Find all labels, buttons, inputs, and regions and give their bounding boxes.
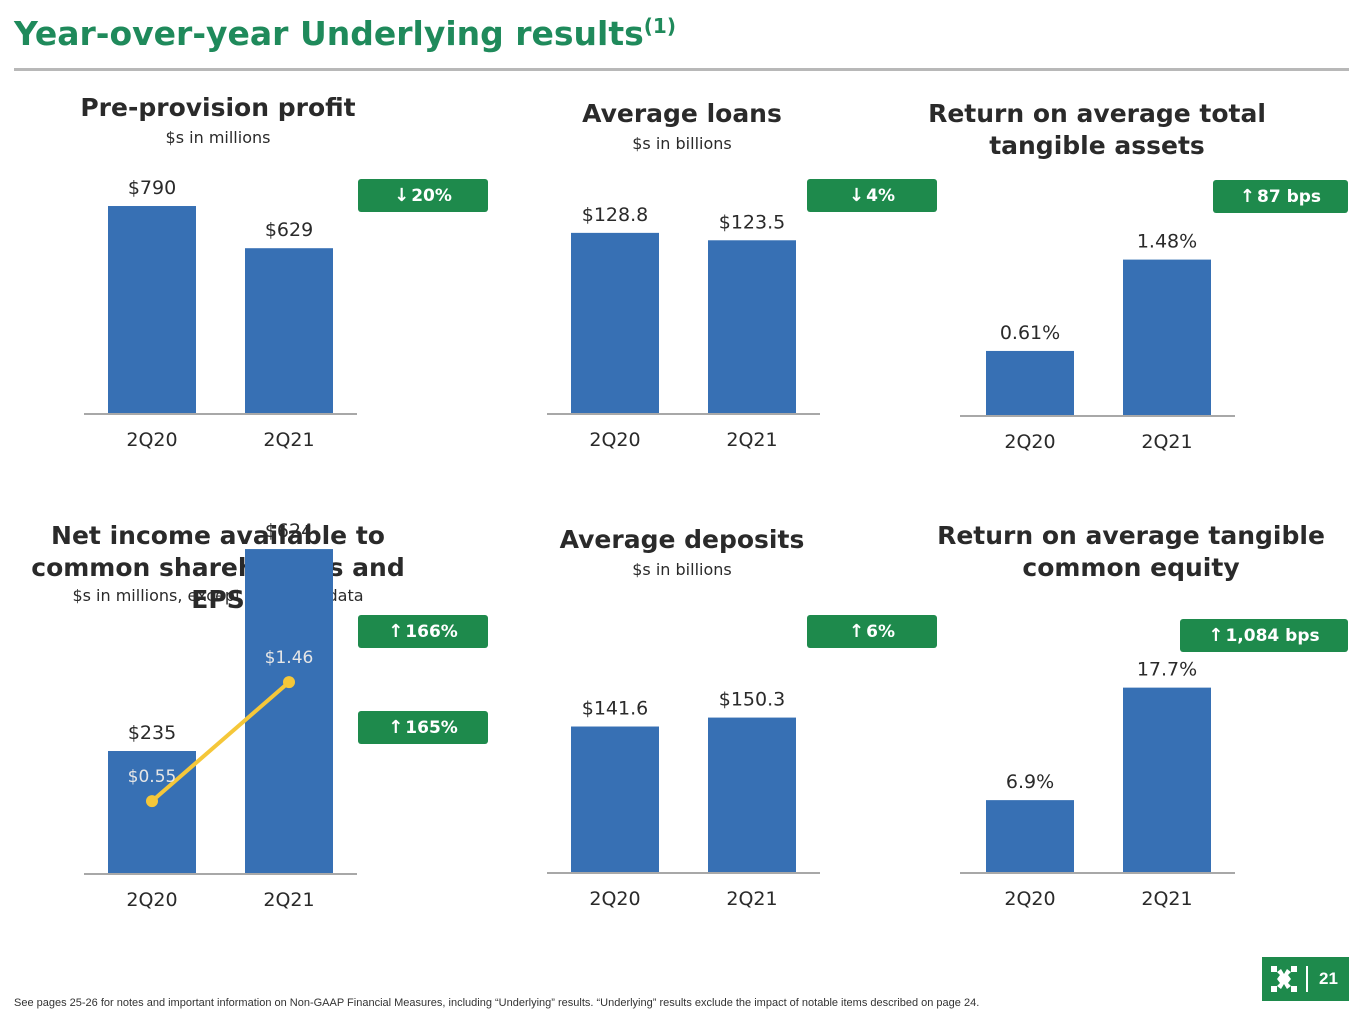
arrow-up-icon: ↑ bbox=[1208, 625, 1224, 646]
bar-value-label: 17.7% bbox=[1137, 659, 1197, 681]
bar-2q21 bbox=[1123, 687, 1211, 872]
category-label: 2Q21 bbox=[726, 888, 777, 910]
bar-2q20 bbox=[108, 751, 196, 873]
eps-point bbox=[146, 795, 158, 808]
category-label: 2Q20 bbox=[1004, 888, 1055, 910]
bar-value-label: 0.61% bbox=[1000, 322, 1060, 344]
change-value: 87 bps bbox=[1257, 186, 1322, 207]
chart-title: Return on average total tangible assets bbox=[928, 99, 1266, 160]
change-value: 6% bbox=[866, 621, 895, 642]
bar-2q20 bbox=[986, 350, 1074, 415]
footnote: See pages 25-26 for notes and important … bbox=[14, 997, 980, 1009]
eps-value-label: $1.46 bbox=[265, 648, 314, 668]
bar-value-label: $624 bbox=[265, 520, 313, 542]
arrow-down-icon: ↓ bbox=[849, 185, 865, 206]
bar-value-label: 1.48% bbox=[1137, 231, 1197, 253]
bar-2q21 bbox=[245, 248, 333, 413]
change-value: 166% bbox=[405, 621, 458, 642]
arrow-up-icon: ↑ bbox=[1239, 186, 1256, 207]
panel-return-on-equity: Return on average tangible common equity… bbox=[900, 520, 1365, 920]
eps-change-badge: ↑ 165% bbox=[358, 711, 488, 744]
arrow-down-icon: ↓ bbox=[394, 185, 410, 206]
chart-title: Return on average tangible common equity bbox=[937, 521, 1325, 582]
category-label: 2Q21 bbox=[263, 429, 314, 451]
eps-line bbox=[150, 680, 291, 803]
bar-2q21 bbox=[245, 549, 333, 873]
bar-2q20 bbox=[571, 232, 659, 413]
page-title: Year-over-year Underlying results(1) bbox=[14, 14, 676, 53]
panel-average-loans: Average loans $s in billions $128.8 2Q20 $… bbox=[460, 96, 960, 476]
chart-title: Net income available to common sharehold… bbox=[31, 521, 405, 614]
bar-2q20 bbox=[108, 206, 196, 413]
bar-value-label: $629 bbox=[265, 219, 313, 241]
change-value: 165% bbox=[405, 717, 458, 738]
chart-return-on-equity: 6.9% 2Q20 17.7% 2Q21 bbox=[960, 659, 1235, 910]
category-label: 2Q20 bbox=[589, 888, 640, 910]
bar-value-label: $790 bbox=[128, 177, 176, 199]
bar-2q21 bbox=[708, 717, 796, 872]
bar-2q20 bbox=[986, 800, 1074, 872]
category-label: 2Q21 bbox=[726, 429, 777, 451]
page-number-badge: 21 bbox=[1262, 957, 1349, 1001]
page-number: 21 bbox=[1319, 969, 1338, 988]
chart-subtitle: $s in billions bbox=[632, 134, 732, 153]
chart-subtitle: $s in billions bbox=[632, 560, 732, 579]
bar-value-label: 6.9% bbox=[1006, 771, 1054, 793]
category-label: 2Q21 bbox=[263, 889, 314, 911]
bar-value-label: $123.5 bbox=[719, 211, 785, 233]
chart-title: Average deposits bbox=[559, 525, 805, 554]
chart-net-income-eps: $235 2Q20 $624 2Q21 $0.55 $1.46 bbox=[84, 520, 357, 911]
panel-pre-provision-profit: Pre-provision profit $s in millions $790… bbox=[0, 90, 500, 470]
category-label: 2Q21 bbox=[1141, 888, 1192, 910]
category-label: 2Q20 bbox=[1004, 431, 1055, 453]
change-badge: ↓ 20% bbox=[358, 179, 488, 212]
change-badge: ↑ 1,084 bps bbox=[1180, 619, 1348, 652]
arrow-up-icon: ↑ bbox=[849, 621, 865, 642]
change-badge: ↓ 4% bbox=[807, 179, 937, 212]
bar-2q21 bbox=[1123, 259, 1211, 415]
panel-net-income-eps: Net income available to common sharehold… bbox=[0, 520, 500, 920]
category-label: 2Q20 bbox=[589, 429, 640, 451]
bar-value-label: $141.6 bbox=[582, 698, 648, 720]
panel-average-deposits: Average deposits $s in billions $141.6 2Q… bbox=[460, 522, 960, 922]
category-label: 2Q20 bbox=[126, 429, 177, 451]
change-badge: ↑ 6% bbox=[807, 615, 937, 648]
chart-title: Pre-provision profit bbox=[80, 93, 356, 122]
eps-value-label: $0.55 bbox=[128, 767, 177, 787]
change-value: 1,084 bps bbox=[1225, 625, 1320, 646]
category-label: 2Q21 bbox=[1141, 431, 1192, 453]
change-badge: ↑ 166% bbox=[358, 615, 488, 648]
arrow-up-icon: ↑ bbox=[388, 621, 404, 642]
chart-title: Average loans bbox=[582, 99, 782, 128]
title-divider bbox=[14, 68, 1349, 71]
eps-point bbox=[283, 676, 295, 689]
bank-logo-icon bbox=[1262, 957, 1306, 1001]
chart-return-on-assets: 0.61% 2Q20 1.48% 2Q21 bbox=[960, 231, 1235, 453]
page-title-text: Year-over-year Underlying results bbox=[14, 14, 644, 53]
logo-separator bbox=[1306, 966, 1308, 992]
chart-pre-provision-profit: $790 2Q20 $629 2Q21 bbox=[84, 177, 357, 451]
chart-subtitle: $s in millions bbox=[165, 128, 271, 147]
arrow-up-icon: ↑ bbox=[388, 717, 404, 738]
bar-value-label: $150.3 bbox=[719, 689, 785, 711]
bar-2q21 bbox=[708, 240, 796, 413]
change-value: 20% bbox=[411, 185, 452, 206]
page-title-superscript: (1) bbox=[643, 14, 676, 38]
bar-2q20 bbox=[571, 726, 659, 872]
panel-return-on-assets: Return on average total tangible assets … bbox=[900, 98, 1365, 478]
change-value: 4% bbox=[866, 185, 895, 206]
chart-average-loans: $128.8 2Q20 $123.5 2Q21 bbox=[547, 204, 820, 451]
bar-value-label: $235 bbox=[128, 722, 176, 744]
chart-average-deposits: $141.6 2Q20 $150.3 2Q21 bbox=[547, 689, 820, 910]
category-label: 2Q20 bbox=[126, 889, 177, 911]
bar-value-label: $128.8 bbox=[582, 204, 648, 226]
change-badge: ↑ 87 bps bbox=[1213, 180, 1348, 213]
